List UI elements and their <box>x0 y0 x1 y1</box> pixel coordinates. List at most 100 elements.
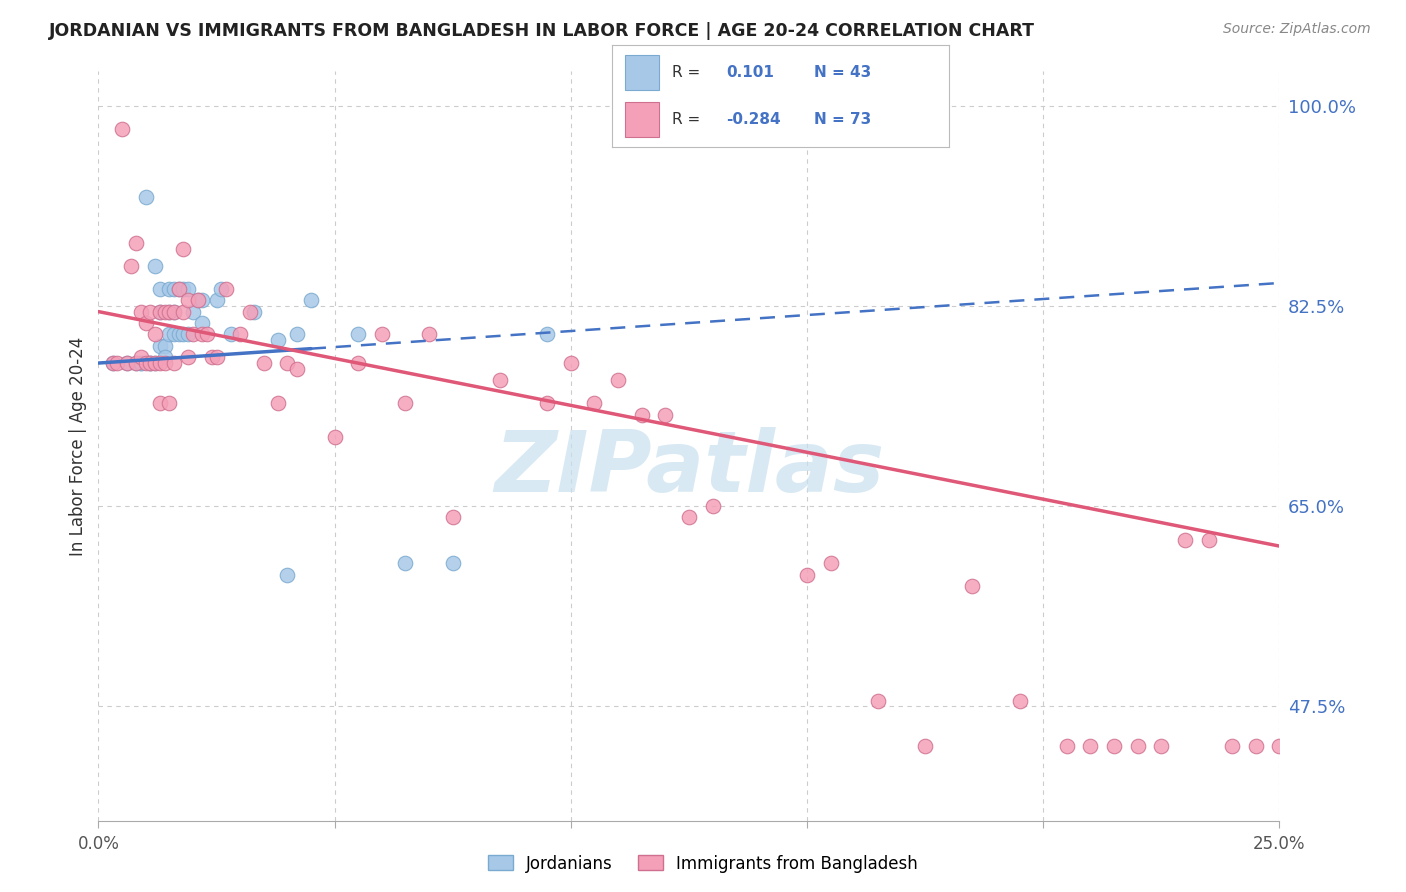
Point <box>215 282 238 296</box>
Point <box>191 293 214 307</box>
Point <box>205 351 228 365</box>
Point <box>125 356 148 370</box>
Point <box>115 356 138 370</box>
Text: JORDANIAN VS IMMIGRANTS FROM BANGLADESH IN LABOR FORCE | AGE 20-24 CORRELATION C: JORDANIAN VS IMMIGRANTS FROM BANGLADESH … <box>49 22 1035 40</box>
Point <box>153 351 176 365</box>
Point <box>441 510 464 524</box>
Point <box>1268 739 1291 754</box>
Point <box>139 304 162 318</box>
Point <box>1102 739 1125 754</box>
Point <box>191 327 214 342</box>
Y-axis label: In Labor Force | Age 20-24: In Labor Force | Age 20-24 <box>69 336 87 556</box>
Point <box>678 510 700 524</box>
Point <box>267 396 290 410</box>
Point <box>1198 533 1220 548</box>
Point <box>654 408 676 422</box>
Text: R =: R = <box>672 112 700 127</box>
Point <box>157 396 180 410</box>
Point <box>418 327 440 342</box>
Text: Source: ZipAtlas.com: Source: ZipAtlas.com <box>1223 22 1371 37</box>
Point <box>299 293 322 307</box>
Point <box>630 408 652 422</box>
Point <box>181 327 204 342</box>
Point <box>153 304 176 318</box>
Point <box>101 356 124 370</box>
Point <box>914 739 936 754</box>
Point <box>1174 533 1197 548</box>
Point <box>201 351 224 365</box>
Point <box>177 351 200 365</box>
Point <box>267 333 290 347</box>
Point <box>135 356 157 370</box>
Text: N = 73: N = 73 <box>814 112 872 127</box>
Point <box>163 327 186 342</box>
Point <box>167 282 190 296</box>
Text: N = 43: N = 43 <box>814 65 872 79</box>
Point <box>149 282 172 296</box>
Point <box>157 282 180 296</box>
Point <box>143 356 166 370</box>
Point <box>143 259 166 273</box>
Point <box>243 304 266 318</box>
Point <box>153 356 176 370</box>
Text: ZIPatlas: ZIPatlas <box>494 427 884 510</box>
Point <box>153 339 176 353</box>
Point <box>209 282 232 296</box>
Point <box>101 356 124 370</box>
Point <box>1150 739 1173 754</box>
Point <box>143 356 166 370</box>
Point <box>157 304 180 318</box>
FancyBboxPatch shape <box>626 102 659 137</box>
FancyBboxPatch shape <box>626 55 659 90</box>
Point <box>607 373 630 387</box>
Point <box>139 356 162 370</box>
Point <box>219 327 242 342</box>
Text: -0.284: -0.284 <box>727 112 780 127</box>
Text: R =: R = <box>672 65 700 79</box>
Point <box>181 304 204 318</box>
Point <box>276 356 298 370</box>
Point <box>195 327 218 342</box>
Point <box>163 304 186 318</box>
Point <box>191 316 214 330</box>
Point <box>229 327 252 342</box>
Point <box>125 356 148 370</box>
Point <box>135 316 157 330</box>
Point <box>285 361 308 376</box>
Point <box>866 693 889 707</box>
Point <box>149 396 172 410</box>
Point <box>139 356 162 370</box>
Point <box>239 304 262 318</box>
Point <box>135 190 157 204</box>
Point <box>177 282 200 296</box>
Point <box>149 339 172 353</box>
Point <box>177 327 200 342</box>
Point <box>129 356 152 370</box>
Point <box>1244 739 1267 754</box>
Point <box>205 293 228 307</box>
Point <box>172 327 194 342</box>
Point <box>1008 693 1031 707</box>
Point <box>143 327 166 342</box>
Point <box>583 396 606 410</box>
Point <box>1080 739 1102 754</box>
Legend: Jordanians, Immigrants from Bangladesh: Jordanians, Immigrants from Bangladesh <box>481 848 925 880</box>
Point <box>536 327 558 342</box>
Point <box>172 242 194 256</box>
Point <box>394 556 416 570</box>
Point <box>276 567 298 582</box>
Point <box>702 499 724 513</box>
Point <box>172 282 194 296</box>
Point <box>163 282 186 296</box>
Point <box>125 235 148 250</box>
Text: 0.101: 0.101 <box>727 65 775 79</box>
Point <box>163 356 186 370</box>
Point <box>187 293 209 307</box>
Point <box>441 556 464 570</box>
Point <box>371 327 394 342</box>
Point <box>347 356 370 370</box>
Point <box>347 327 370 342</box>
Point <box>536 396 558 410</box>
Point <box>796 567 818 582</box>
Point <box>253 356 276 370</box>
